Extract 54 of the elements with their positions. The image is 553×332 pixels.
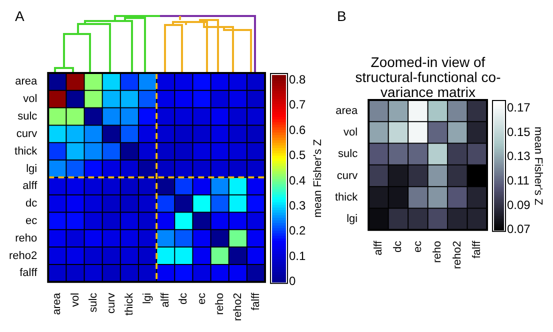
y-tick-label: dc <box>26 198 38 210</box>
color-bar-label: 0.17 <box>507 100 531 114</box>
color-bar-label: 0.3 <box>289 198 306 212</box>
y-tick-label: vol <box>344 126 358 138</box>
x-tick-label: dc <box>178 292 190 304</box>
x-tick-label: alff <box>160 292 172 308</box>
x-tick-label: reho2 <box>451 240 464 270</box>
color-bar-title: mean Fisher's Z <box>532 126 544 206</box>
y-tick-label: alff <box>22 180 38 192</box>
y-tick-label: area <box>336 104 358 117</box>
y-tick-label: curv <box>336 170 358 182</box>
x-tick-label: thick <box>123 292 136 316</box>
x-tick-label: curv <box>105 292 118 314</box>
x-tick-label: reho <box>214 292 226 315</box>
x-tick-label: reho2 <box>232 292 244 322</box>
x-tick-label: falff <box>471 240 484 258</box>
text: A <box>15 8 24 24</box>
x-tick-label: sulc <box>87 292 100 312</box>
x-tick-label: reho <box>432 240 444 263</box>
color-bar-label: 0.2 <box>289 224 306 238</box>
y-tick-label: falff <box>20 267 38 280</box>
color-bar-label: 0.6 <box>289 122 306 137</box>
color-bar-label: 0.07 <box>507 222 531 236</box>
y-tick-label: lgi <box>346 213 358 226</box>
color-bar-label: 0.15 <box>507 124 531 139</box>
y-tick-label: sulc <box>18 110 38 123</box>
color-bar-label: 0 <box>289 274 296 288</box>
x-tick-label: dc <box>392 240 404 252</box>
x-tick-label: ec <box>196 292 208 304</box>
color-bar-label: 0.09 <box>507 198 531 212</box>
text: B <box>337 8 346 24</box>
x-tick-label: vol <box>69 292 82 307</box>
color-bar-label: 0.4 <box>289 173 306 188</box>
color-bar-label: 0.1 <box>289 248 306 263</box>
y-tick-label: area <box>15 76 38 88</box>
color-bar-label: 0.8 <box>289 72 306 86</box>
y-tick-label: curv <box>16 128 38 140</box>
color-bar-label: 0.5 <box>289 148 306 162</box>
y-tick-label: ec <box>26 214 38 227</box>
color-bar-label: 0.7 <box>289 98 306 112</box>
y-tick-label: lgi <box>26 162 38 175</box>
color-bar-label: 0.13 <box>507 149 531 164</box>
y-tick-label: thick <box>14 145 38 158</box>
y-tick-label: vol <box>23 93 38 106</box>
x-tick-label: area <box>51 292 64 315</box>
chart-title: Zoomed-in view of structural-functional co-variance matrix <box>354 54 502 100</box>
x-tick-label: alff <box>372 240 385 256</box>
color-bar-title: mean Fisher's Z <box>312 138 324 218</box>
x-tick-label: ec <box>412 240 424 252</box>
color-bar-label: 0.11 <box>507 173 530 188</box>
x-tick-label: falff <box>250 292 262 310</box>
x-tick-label: lgi <box>142 292 154 304</box>
y-tick-label: thick <box>334 191 358 204</box>
y-tick-label: sulc <box>338 148 358 160</box>
